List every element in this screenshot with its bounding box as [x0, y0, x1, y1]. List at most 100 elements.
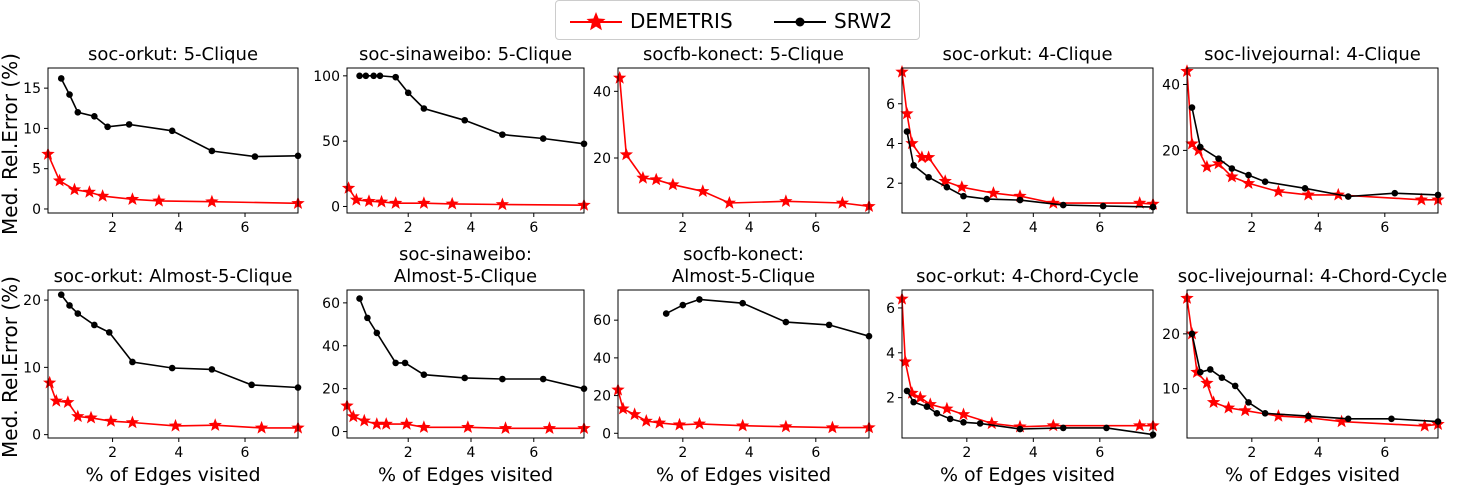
data-point-demetris [379, 417, 393, 430]
data-point-srw2 [376, 72, 384, 80]
data-point-srw2 [91, 321, 98, 329]
data-point-srw2 [976, 420, 984, 427]
legend: DEMETRIS SRW2 [555, 0, 920, 40]
data-point-demetris [956, 407, 971, 421]
data-point-demetris [417, 196, 431, 209]
y-tick-label: 20 [593, 151, 611, 167]
data-point-srw2 [208, 366, 216, 373]
data-point-demetris [417, 420, 431, 433]
data-point-srw2 [960, 419, 967, 426]
data-point-srw2 [404, 89, 412, 97]
data-point-demetris [461, 420, 475, 433]
data-point-srw2 [696, 296, 703, 303]
data-point-srw2 [1188, 104, 1196, 111]
data-point-srw2 [1206, 366, 1214, 373]
data-point-demetris [1046, 418, 1060, 432]
subplot-4: soc-orkut: 4-Clique 2 4 6 2 4 6 [886, 44, 1160, 236]
data-point-demetris [1301, 187, 1315, 201]
subplot-9: soc-orkut: 4-Chord-Cycle 2 4 6 2 4 6 % of Edges… [886, 266, 1160, 486]
data-point-demetris [1211, 156, 1226, 170]
y-tick-label: 40 [1162, 77, 1180, 93]
data-point-srw2 [903, 387, 911, 395]
x-tick-label: 2 [678, 220, 687, 236]
subplot-title: soc-orkut: Almost-5-Clique [54, 266, 293, 287]
y-tick-label: 40 [593, 351, 611, 367]
subplot-title: socfb-konect: [683, 244, 804, 265]
data-point-demetris [1200, 159, 1214, 173]
data-point-srw2 [903, 128, 911, 135]
data-point-demetris [736, 418, 750, 432]
axes-frame [346, 67, 585, 214]
data-point-demetris [955, 180, 969, 193]
data-point-srw2 [825, 321, 833, 329]
axes-frame [346, 289, 585, 439]
data-point-demetris [495, 197, 509, 211]
data-point-srw2 [499, 131, 506, 138]
data-point-srw2 [91, 113, 98, 120]
subplot-title: soc-sinaweibo: 5-Clique [359, 44, 572, 65]
x-axis-label: % of Edges visited [85, 464, 260, 486]
y-tick-label: 60 [593, 313, 611, 329]
data-point-demetris [923, 397, 937, 410]
data-point-srw2 [1016, 425, 1024, 433]
data-point-demetris [43, 375, 57, 389]
data-point-srw2 [373, 329, 381, 337]
data-point-srw2 [392, 359, 399, 367]
data-point-demetris [168, 418, 183, 432]
series-line-srw2 [60, 78, 299, 158]
data-point-demetris [898, 354, 912, 368]
data-point-demetris [374, 194, 389, 208]
data-point-srw2 [1344, 415, 1352, 423]
data-point-srw2 [57, 75, 65, 82]
data-point-demetris [1271, 184, 1286, 198]
axes-frame [901, 67, 1154, 214]
subplot-10: soc-livejournal: 4-Chord-Cycle 2 4 6 10 20 % o… [1162, 266, 1447, 486]
subplot-title: soc-livejournal: 4-Clique [1204, 44, 1421, 65]
data-point-demetris [346, 409, 360, 423]
data-point-srw2 [923, 403, 931, 410]
series-line-srw2 [359, 75, 585, 145]
data-point-srw2 [910, 398, 917, 406]
data-point-srw2 [370, 72, 377, 80]
data-point-srw2 [1196, 368, 1204, 376]
x-tick-label: 2 [962, 220, 971, 236]
axes-frame [47, 289, 299, 439]
data-point-srw2 [356, 295, 363, 302]
x-tick-label: 6 [241, 220, 250, 236]
data-point-srw2 [1344, 193, 1352, 200]
data-point-srw2 [1099, 202, 1107, 210]
subplot-title: soc-livejournal: 4-Chord-Cycle [1178, 266, 1447, 287]
data-point-srw2 [739, 299, 746, 307]
data-point-demetris [67, 182, 82, 196]
x-tick-label: 6 [1095, 445, 1104, 461]
series-line-demetris [901, 298, 1153, 428]
x-tick-label: 6 [1380, 220, 1389, 236]
x-tick-label: 4 [1314, 445, 1323, 461]
data-point-demetris [1190, 365, 1204, 378]
subplot-title: soc-orkut: 4-Chord-Cycle [916, 266, 1139, 287]
y-tick-label: 4 [886, 346, 895, 362]
data-point-demetris [389, 196, 403, 209]
data-point-srw2 [1059, 424, 1067, 432]
data-point-demetris [616, 401, 630, 415]
x-tick-label: 4 [745, 445, 754, 461]
data-point-demetris [362, 194, 376, 207]
subplot-2: soc-sinaweibo: 5-Clique 2 4 6 0 50 100 [313, 44, 591, 236]
data-point-demetris [1238, 403, 1252, 417]
data-point-srw2 [168, 364, 176, 372]
data-point-demetris [1225, 169, 1239, 183]
data-point-srw2 [420, 105, 428, 112]
subplot-5: soc-livejournal: 4-Clique 2 4 6 20 40 [1162, 44, 1445, 236]
data-point-demetris [208, 418, 222, 431]
data-point-demetris [370, 417, 384, 430]
axes-frame [617, 67, 870, 214]
data-point-demetris [445, 196, 459, 210]
x-tick-label: 6 [529, 220, 538, 236]
x-tick-label: 4 [174, 220, 183, 236]
data-point-srw2 [662, 310, 670, 317]
data-point-demetris [649, 172, 663, 186]
series-line-demetris [47, 153, 299, 205]
subplot-title: soc-sinaweibo: [399, 244, 532, 265]
data-point-demetris [1271, 409, 1286, 422]
